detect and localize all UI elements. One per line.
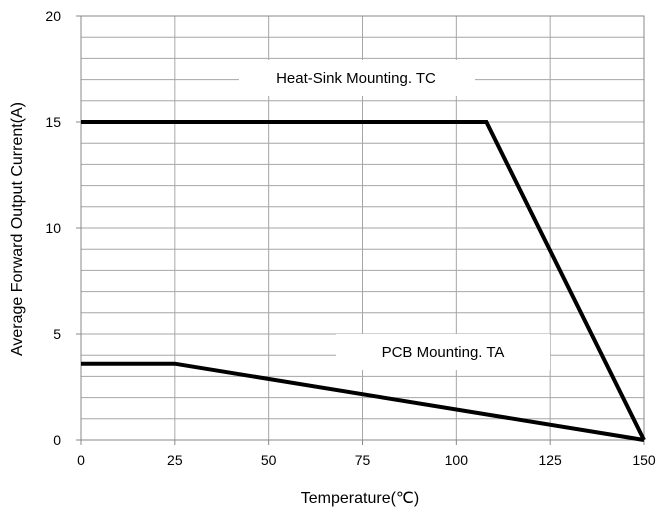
y-tick-label: 5 (53, 326, 61, 342)
x-tick-label: 150 (632, 452, 656, 468)
series-line-0 (81, 120, 646, 441)
y-tick-label: 10 (45, 220, 61, 236)
annotation-heat-sink: Heat-Sink Mounting. TC (276, 70, 436, 87)
annotation-boxes (239, 60, 550, 370)
y-tick-label: 15 (45, 114, 61, 130)
y-tick-label: 20 (45, 8, 61, 24)
annotation-box-heat-sink (239, 60, 475, 96)
x-tick-label: 100 (445, 452, 469, 468)
x-axis-title: Temperature(℃) (301, 490, 419, 507)
y-tick-label: 0 (53, 432, 61, 448)
annotation-pcb: PCB Mounting. TA (382, 344, 505, 361)
x-tick-label: 75 (355, 452, 371, 468)
x-tick-label: 25 (167, 452, 183, 468)
x-tick-label: 0 (77, 452, 85, 468)
tick-labels: 0 25 50 75 100 125 150 0 5 10 15 20 (45, 8, 655, 468)
series-lines (81, 120, 646, 442)
series-line-1 (81, 361, 645, 442)
x-tick-label: 50 (261, 452, 277, 468)
x-tick-label: 125 (538, 452, 562, 468)
annotation-box-pcb (336, 334, 550, 370)
y-axis-title: Average Forward Output Current(A) (9, 102, 26, 356)
